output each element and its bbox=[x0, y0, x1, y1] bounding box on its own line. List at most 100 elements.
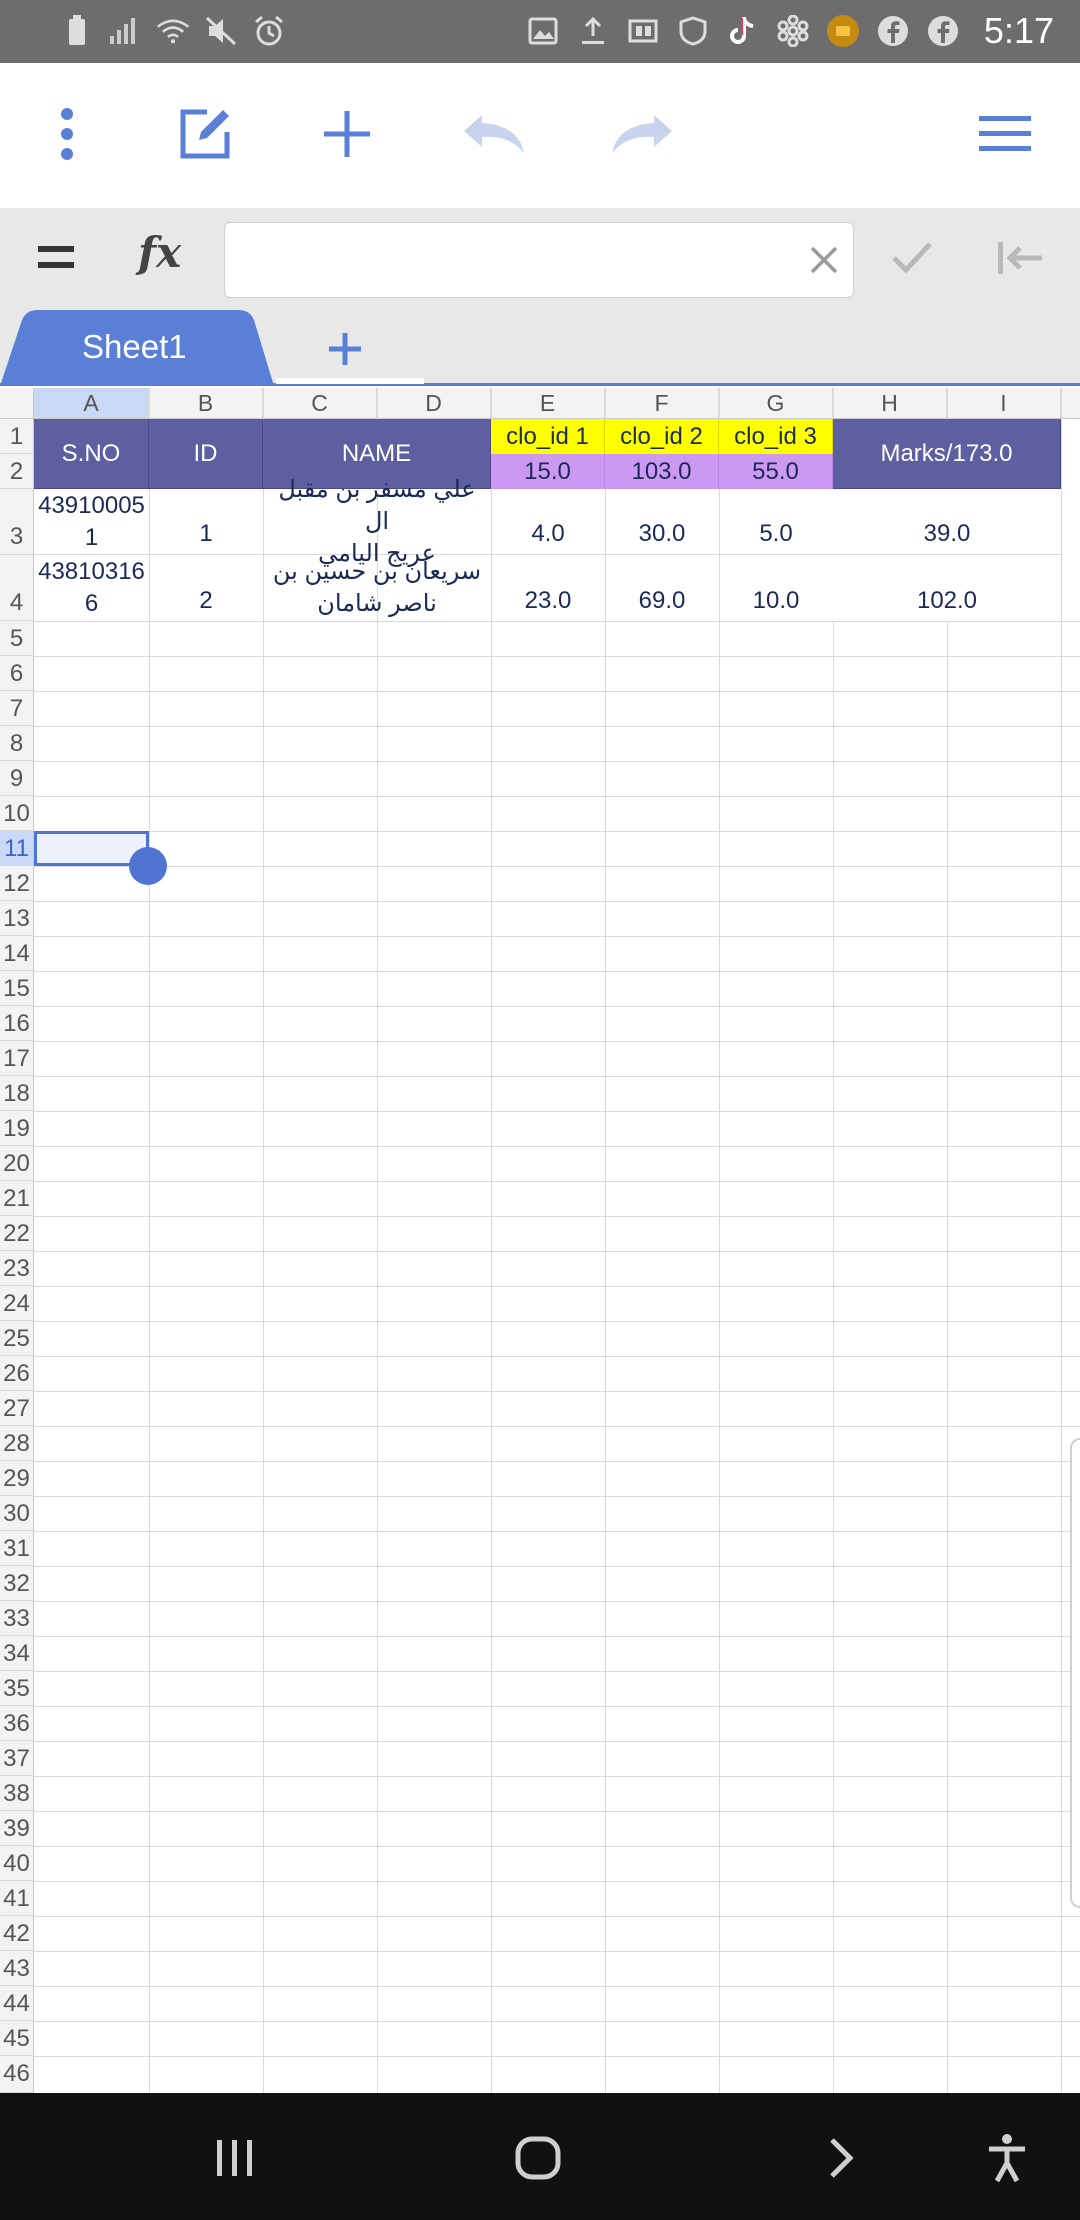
edit-icon[interactable] bbox=[170, 99, 240, 169]
max-clo2[interactable]: 103.0 bbox=[605, 454, 719, 489]
clear-icon[interactable] bbox=[809, 245, 839, 280]
row-header[interactable]: 33 bbox=[0, 1601, 34, 1636]
cell-clo2[interactable]: 30.0 bbox=[605, 489, 719, 555]
equals-icon[interactable] bbox=[36, 242, 76, 279]
row-header[interactable]: 10 bbox=[0, 796, 34, 831]
row-header[interactable]: 2 bbox=[0, 454, 34, 489]
column-header[interactable]: G bbox=[719, 388, 833, 419]
row-header[interactable]: 26 bbox=[0, 1356, 34, 1391]
selection-handle[interactable] bbox=[129, 847, 167, 885]
cell-marks[interactable]: 102.0 bbox=[833, 555, 1061, 621]
row-header[interactable]: 38 bbox=[0, 1776, 34, 1811]
cell-clo3[interactable]: 10.0 bbox=[752, 587, 800, 614]
scroll-handle[interactable] bbox=[1070, 1438, 1080, 1908]
row-header[interactable]: 35 bbox=[0, 1671, 34, 1706]
cell-id[interactable]: 1 bbox=[149, 489, 263, 555]
row-header[interactable]: 15 bbox=[0, 971, 34, 1006]
cell-id[interactable]: 2 bbox=[199, 587, 213, 614]
recents-icon[interactable] bbox=[200, 2123, 270, 2193]
row-header[interactable]: 45 bbox=[0, 2021, 34, 2056]
header-sno[interactable]: S.NO bbox=[34, 419, 149, 489]
row-header[interactable]: 4 bbox=[0, 555, 34, 621]
row-header[interactable]: 39 bbox=[0, 1811, 34, 1846]
row-header[interactable]: 1 bbox=[0, 419, 34, 454]
formula-input[interactable] bbox=[225, 223, 785, 295]
row-header[interactable]: 31 bbox=[0, 1531, 34, 1566]
row-header[interactable]: 23 bbox=[0, 1251, 34, 1286]
home-icon[interactable] bbox=[503, 2123, 573, 2193]
confirm-icon[interactable] bbox=[890, 238, 934, 283]
row-header[interactable]: 24 bbox=[0, 1286, 34, 1321]
row-header[interactable]: 20 bbox=[0, 1146, 34, 1181]
row-header[interactable]: 37 bbox=[0, 1741, 34, 1776]
row-header[interactable]: 14 bbox=[0, 936, 34, 971]
row-header[interactable]: 44 bbox=[0, 1986, 34, 2021]
function-button[interactable]: fx bbox=[138, 228, 182, 277]
row-header[interactable]: 5 bbox=[0, 621, 34, 656]
row-header[interactable]: 19 bbox=[0, 1111, 34, 1146]
redo-icon[interactable] bbox=[606, 99, 676, 169]
header-clo3[interactable]: clo_id 3 bbox=[719, 419, 833, 454]
row-header[interactable]: 18 bbox=[0, 1076, 34, 1111]
add-icon[interactable] bbox=[312, 99, 382, 169]
row-header[interactable]: 29 bbox=[0, 1461, 34, 1496]
column-header[interactable]: D bbox=[377, 388, 491, 419]
cell-sno[interactable]: 43910005 1 bbox=[34, 489, 149, 555]
column-header[interactable]: A bbox=[34, 388, 149, 419]
column-header[interactable]: F bbox=[605, 388, 719, 419]
header-clo2[interactable]: clo_id 2 bbox=[605, 419, 719, 454]
row-header[interactable]: 30 bbox=[0, 1496, 34, 1531]
spreadsheet-grid[interactable]: A B C D E F G H I 1 2 3 4 5 6 7 8 9 10 1… bbox=[0, 388, 1080, 2093]
row-header[interactable]: 17 bbox=[0, 1041, 34, 1076]
cell-clo3[interactable]: 5.0 bbox=[719, 489, 833, 555]
row-header[interactable]: 34 bbox=[0, 1636, 34, 1671]
add-sheet-icon[interactable] bbox=[320, 324, 370, 374]
row-header[interactable]: 46 bbox=[0, 2056, 34, 2093]
cell-sno[interactable]: 43810316 6 bbox=[34, 555, 149, 621]
cell-marks[interactable]: 39.0 bbox=[833, 489, 1061, 555]
row-header[interactable]: 41 bbox=[0, 1881, 34, 1916]
column-header[interactable]: C bbox=[263, 388, 377, 419]
select-all-corner[interactable] bbox=[0, 388, 34, 419]
cell-name[interactable]: علي مسفر بن مقبل ال عريج اليامي bbox=[263, 476, 491, 567]
row-header[interactable]: 32 bbox=[0, 1566, 34, 1601]
row-header[interactable]: 42 bbox=[0, 1916, 34, 1951]
back-icon[interactable] bbox=[806, 2123, 876, 2193]
row-header[interactable]: 27 bbox=[0, 1391, 34, 1426]
column-header[interactable]: B bbox=[149, 388, 263, 419]
row-header[interactable]: 28 bbox=[0, 1426, 34, 1461]
header-marks[interactable]: Marks/173.0 bbox=[833, 419, 1061, 489]
cell-clo1[interactable]: 23.0 bbox=[524, 587, 572, 614]
row-header[interactable]: 11 bbox=[0, 831, 34, 866]
header-name[interactable]: NAME bbox=[263, 419, 491, 489]
menu-icon[interactable] bbox=[970, 99, 1040, 169]
column-header[interactable]: H bbox=[833, 388, 947, 419]
header-id[interactable]: ID bbox=[149, 419, 263, 489]
row-header[interactable]: 36 bbox=[0, 1706, 34, 1741]
row-header[interactable]: 13 bbox=[0, 901, 34, 936]
column-header[interactable]: I bbox=[947, 388, 1061, 419]
enter-icon[interactable] bbox=[996, 238, 1044, 283]
row-header[interactable]: 25 bbox=[0, 1321, 34, 1356]
column-header[interactable]: E bbox=[491, 388, 605, 419]
cell-clo2[interactable]: 69.0 bbox=[638, 587, 686, 614]
accessibility-icon[interactable] bbox=[972, 2123, 1042, 2193]
row-header[interactable]: 6 bbox=[0, 656, 34, 691]
row-header[interactable]: 9 bbox=[0, 761, 34, 796]
max-clo1[interactable]: 15.0 bbox=[491, 454, 605, 489]
row-header[interactable]: 7 bbox=[0, 691, 34, 726]
cell-clo1[interactable]: 4.0 bbox=[491, 489, 605, 555]
row-header[interactable]: 8 bbox=[0, 726, 34, 761]
row-header[interactable]: 16 bbox=[0, 1006, 34, 1041]
tab-sheet1[interactable]: Sheet1 bbox=[0, 310, 274, 386]
row-header[interactable]: 40 bbox=[0, 1846, 34, 1881]
more-vert-icon[interactable] bbox=[32, 99, 102, 169]
formula-input-box[interactable] bbox=[224, 222, 854, 298]
row-header[interactable]: 21 bbox=[0, 1181, 34, 1216]
max-clo3[interactable]: 55.0 bbox=[719, 454, 833, 489]
row-header[interactable]: 43 bbox=[0, 1951, 34, 1986]
cell-name[interactable]: سريعان بن حسين بن ناصر شامان bbox=[263, 555, 491, 621]
header-clo1[interactable]: clo_id 1 bbox=[491, 419, 605, 454]
row-header[interactable]: 12 bbox=[0, 866, 34, 901]
row-header[interactable]: 3 bbox=[0, 489, 34, 555]
